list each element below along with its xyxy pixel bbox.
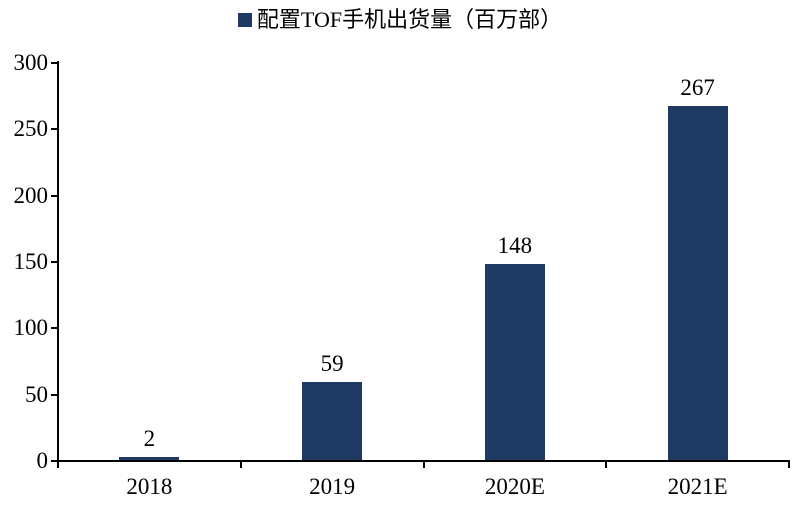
y-axis-tick xyxy=(51,62,58,64)
x-axis-category-label: 2020E xyxy=(484,474,545,499)
y-axis-tick-label: 100 xyxy=(13,315,49,341)
bar-2021E xyxy=(667,106,728,460)
y-axis-tick xyxy=(51,393,58,396)
bar-2019 xyxy=(302,382,363,460)
y-axis-tick-label: 200 xyxy=(13,182,49,208)
y-axis-line xyxy=(57,61,59,468)
x-axis-tick xyxy=(605,461,608,468)
x-axis-tick xyxy=(422,461,425,468)
y-axis-tick xyxy=(51,327,58,330)
y-axis-tick-label: 250 xyxy=(13,116,49,142)
y-axis-tick xyxy=(51,261,58,263)
x-axis-tick xyxy=(57,461,59,468)
x-axis-tick xyxy=(239,461,242,468)
y-axis-tick xyxy=(51,460,58,462)
bar-2020E xyxy=(484,264,545,460)
x-axis-category-label: 2019 xyxy=(309,474,356,499)
y-axis-tick-label: 150 xyxy=(13,249,49,274)
y-axis-tick xyxy=(51,194,58,197)
bar-value-label: 59 xyxy=(320,351,344,376)
bar-value-label: 148 xyxy=(497,233,533,258)
y-axis-tick xyxy=(51,128,58,131)
bar-2018 xyxy=(119,457,180,460)
x-axis-category-label: 2021E xyxy=(667,474,728,499)
y-axis-tick-label: 300 xyxy=(13,50,49,75)
bar-value-label: 2 xyxy=(143,426,156,451)
y-axis-tick-label: 50 xyxy=(25,381,48,407)
y-axis-tick-label: 0 xyxy=(36,448,49,473)
legend-label: 配置TOF手机出货量（百万部） xyxy=(256,7,563,32)
x-axis-tick xyxy=(788,461,790,468)
legend-swatch xyxy=(237,13,252,27)
x-axis-line xyxy=(51,460,790,462)
legend: 配置TOF手机出货量（百万部） xyxy=(0,7,800,33)
x-axis-category-label: 2018 xyxy=(126,474,173,499)
bar-value-label: 267 xyxy=(680,75,715,100)
